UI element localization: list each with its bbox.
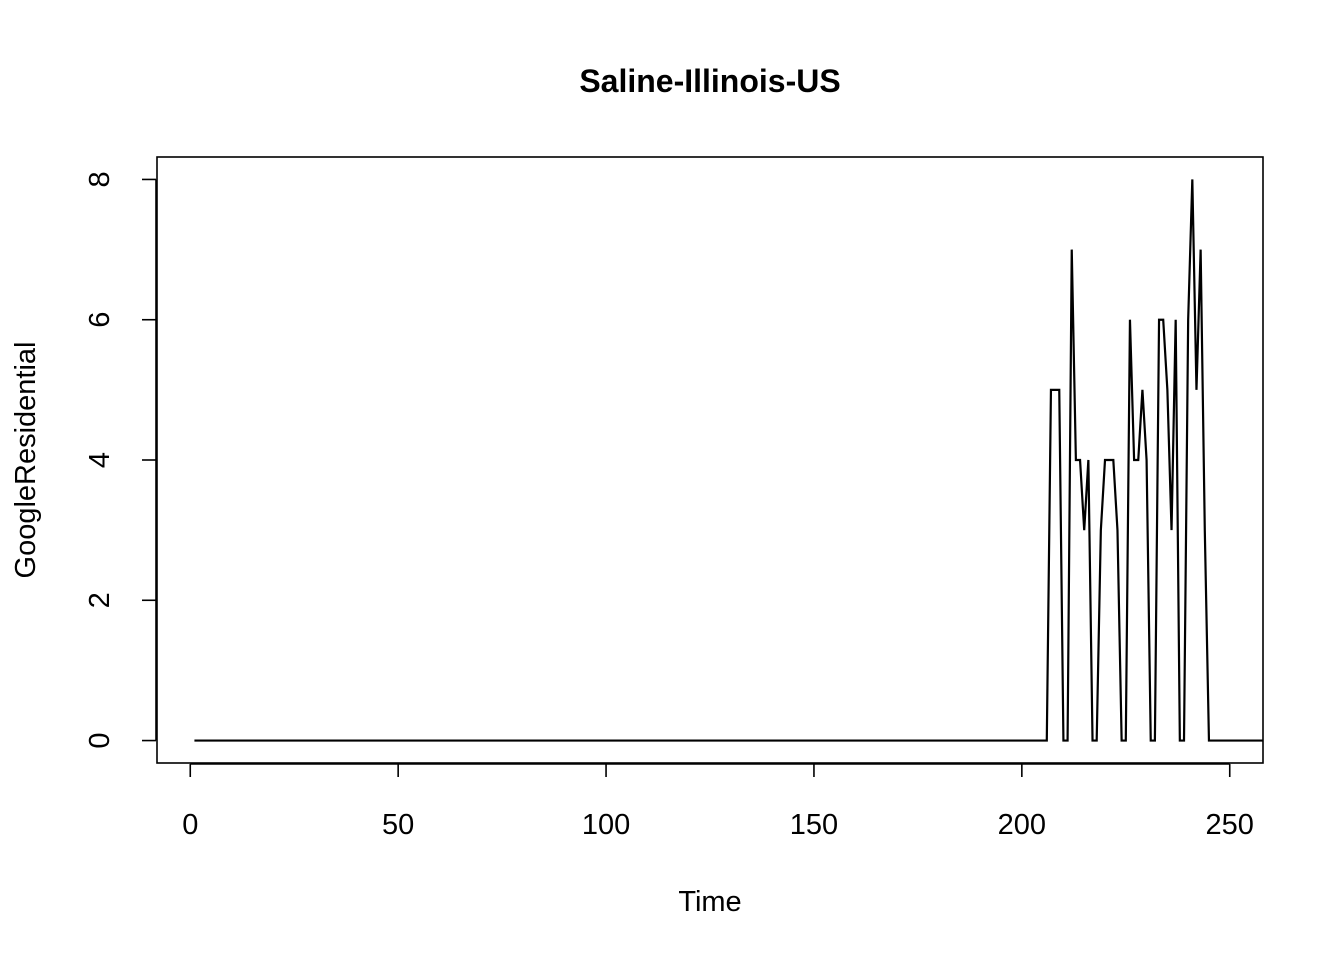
y-tick-label: 0 bbox=[84, 732, 116, 748]
y-tick-label: 6 bbox=[84, 312, 116, 328]
x-tick-label: 100 bbox=[582, 809, 630, 841]
x-tick-label: 50 bbox=[382, 809, 414, 841]
series-line-google-residential bbox=[194, 179, 1263, 742]
x-axis-label: Time bbox=[678, 886, 741, 918]
x-tick-label: 0 bbox=[182, 809, 198, 841]
y-axis: 0 2 4 6 8 bbox=[84, 171, 157, 749]
x-tick-label: 250 bbox=[1206, 809, 1254, 841]
x-axis: 0 50 100 150 200 250 bbox=[182, 763, 1254, 841]
chart-title: Saline-Illinois-US bbox=[579, 63, 840, 99]
y-tick-label: 8 bbox=[84, 171, 116, 187]
plot-frame bbox=[156, 156, 1264, 764]
x-tick-label: 200 bbox=[998, 809, 1046, 841]
x-tick-label: 150 bbox=[790, 809, 838, 841]
y-tick-label: 2 bbox=[84, 592, 116, 608]
y-tick-label: 4 bbox=[84, 452, 116, 468]
y-axis-label: GoogleResidential bbox=[10, 342, 42, 579]
